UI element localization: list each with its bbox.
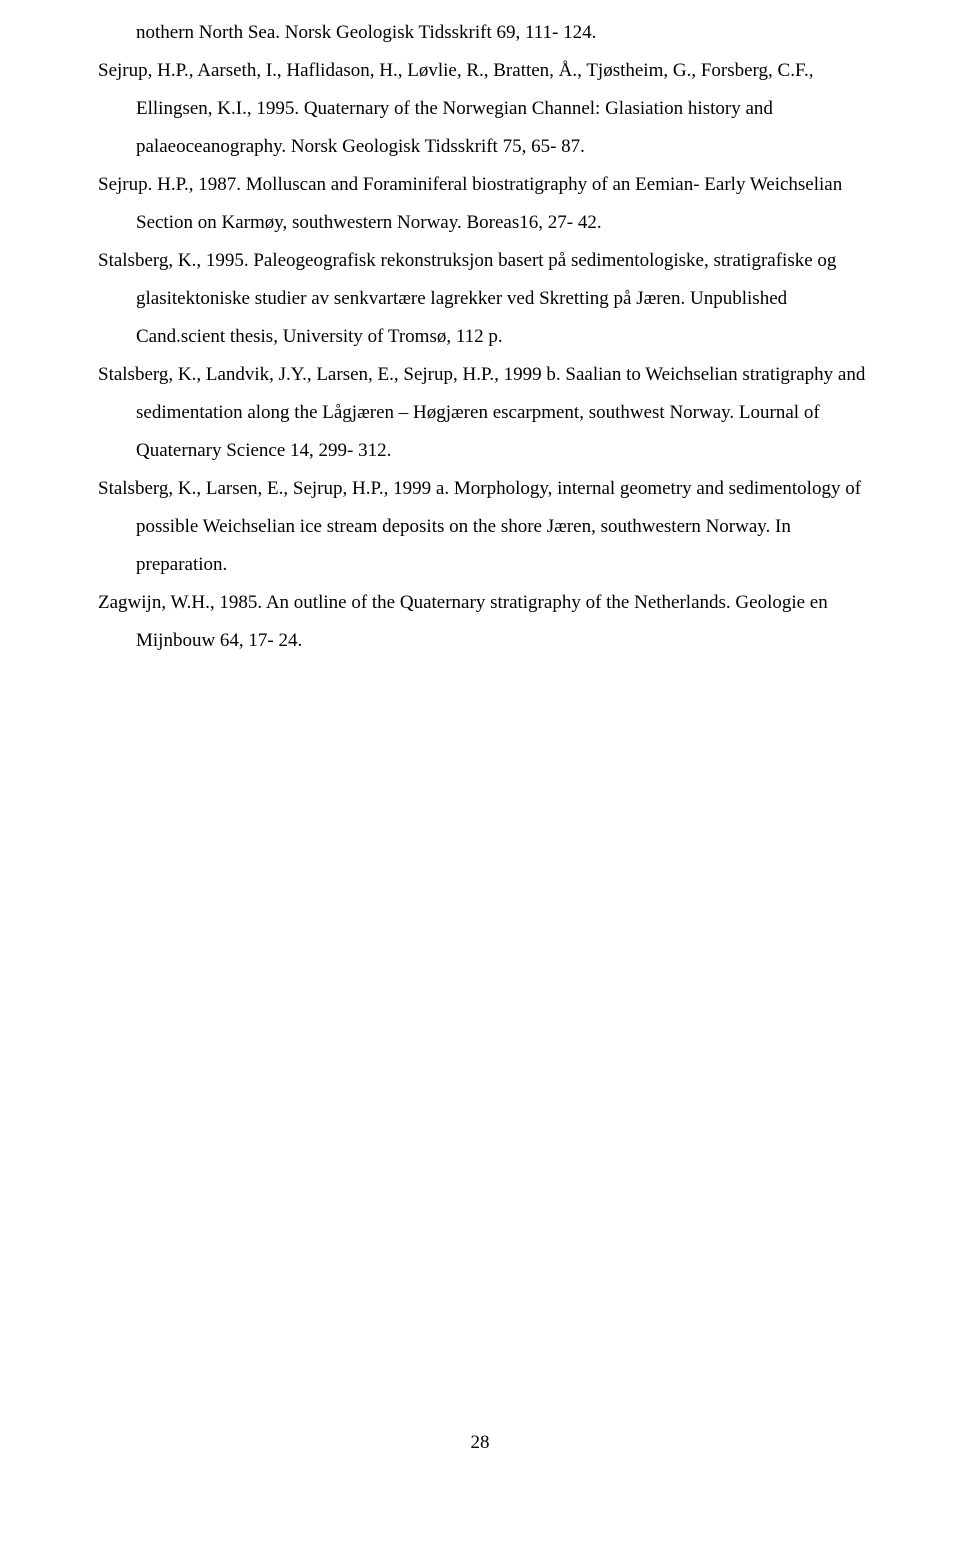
reference-continuation: nothern North Sea. Norsk Geologisk Tidss… [98,14,880,52]
reference-item: Sejrup. H.P., 1987. Molluscan and Forami… [98,166,880,242]
reference-item: Stalsberg, K., Larsen, E., Sejrup, H.P.,… [98,470,880,584]
reference-item: Stalsberg, K., 1995. Paleogeografisk rek… [98,242,880,356]
references-list: nothern North Sea. Norsk Geologisk Tidss… [98,14,880,660]
reference-item: Zagwijn, W.H., 1985. An outline of the Q… [98,584,880,660]
reference-item: Sejrup, H.P., Aarseth, I., Haflidason, H… [98,52,880,166]
reference-item: Stalsberg, K., Landvik, J.Y., Larsen, E.… [98,356,880,470]
page-number: 28 [0,1424,960,1462]
